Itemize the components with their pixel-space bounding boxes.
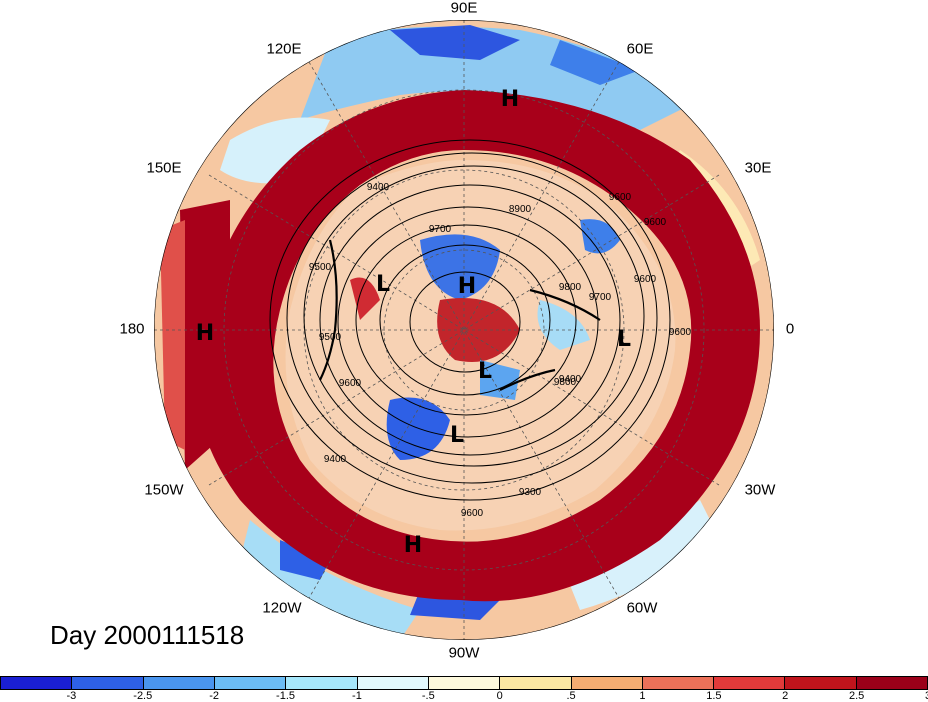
contour-label: 9400	[559, 374, 582, 385]
colorbar-tick-label: 1.5	[706, 690, 722, 702]
lon-label-60e: 60E	[626, 40, 654, 58]
day-title: Day 2000111518	[50, 620, 245, 650]
colorbar-tick-label: 0	[496, 690, 503, 702]
colorbar-swatch	[642, 677, 715, 689]
lon-label-120w: 120W	[262, 599, 302, 617]
contour-labels: 9400 9500 9600 9700 8900 9800 9600 9600 9400 9500…	[309, 182, 692, 519]
colorbar-tick-label: -2	[209, 690, 220, 702]
lon-label-180: 180	[119, 320, 145, 338]
colorbar-swatch	[143, 677, 215, 689]
colorbar-tick-label: 2.5	[848, 690, 865, 702]
low-pressure-marker: L	[450, 423, 464, 448]
colorbar-tick-label: -1.5	[276, 690, 296, 702]
colorbar-swatch	[500, 677, 572, 689]
contour-label: 8900	[509, 204, 532, 215]
lon-label-120e: 120E	[266, 40, 302, 58]
colorbar-tick-label: .5	[566, 690, 576, 702]
contour-label: 9300	[519, 487, 542, 498]
colorbar-tick-labels: -3 -2.5 -2 -1.5 -1 -.5 0 .5 1 1.5 2 2.5 3	[0, 690, 928, 702]
colorbar	[0, 676, 928, 690]
contour-label: 9600	[461, 508, 484, 519]
lon-label-30e: 30E	[744, 159, 772, 177]
colorbar-tick-label: -3	[66, 690, 77, 702]
high-pressure-marker: H	[501, 87, 519, 112]
colorbar-swatch	[785, 677, 857, 689]
low-pressure-marker: L	[478, 359, 492, 384]
colorbar-tick-label: -.5	[421, 690, 435, 702]
lon-label-150w: 150W	[144, 481, 184, 499]
contour-label: 9500	[309, 262, 332, 273]
colorbar-tick-label: 3	[925, 690, 928, 702]
contour-label: 9700	[429, 224, 452, 235]
contour-label: 9600	[634, 274, 657, 285]
high-pressure-marker: H	[196, 321, 214, 346]
contour-label: 9600	[339, 378, 362, 389]
colorbar-swatch	[571, 677, 643, 689]
low-pressure-marker: L	[376, 272, 390, 297]
contour-label: 9400	[367, 182, 390, 193]
colorbar-swatch	[357, 677, 429, 689]
low-pressure-marker: L	[617, 327, 631, 352]
lon-label-60w: 60W	[626, 599, 658, 617]
high-pressure-marker: H	[404, 533, 422, 558]
colorbar-swatch	[1, 677, 73, 689]
lon-label-30w: 30W	[744, 481, 776, 499]
contour-label: 9800	[559, 282, 582, 293]
height-contours	[269, 139, 671, 501]
colorbar-swatch	[286, 677, 358, 689]
colorbar-swatch	[72, 677, 144, 689]
lon-label-0: 0	[785, 320, 795, 338]
contour-label: 9600	[644, 217, 667, 228]
contour-label: 9700	[589, 292, 612, 303]
colorbar-tick-label: 2	[782, 690, 789, 702]
colorbar-swatch	[214, 677, 287, 689]
colorbar-tick-label: -2.5	[133, 690, 153, 702]
pressure-centers: H H L H L L L H	[196, 87, 631, 558]
colorbar-swatch	[714, 677, 786, 689]
colorbar-swatch	[856, 677, 928, 689]
lon-label-150e: 150E	[146, 159, 182, 177]
contour-label: 9600	[669, 327, 692, 338]
high-pressure-marker: H	[458, 274, 476, 299]
lon-label-90e: 90E	[450, 0, 478, 17]
contour-label: 9500	[319, 332, 342, 343]
contour-label: 9800	[554, 377, 577, 388]
contour-label: 9400	[324, 454, 347, 465]
colorbar-swatch	[428, 677, 501, 689]
anomaly-field	[154, 20, 774, 640]
contour-label: 9600	[609, 192, 632, 203]
graticule	[154, 20, 774, 640]
colorbar-tick-label: 1	[639, 690, 646, 702]
lon-label-90w: 90W	[448, 644, 480, 662]
colorbar-tick-label: -1	[352, 690, 362, 702]
